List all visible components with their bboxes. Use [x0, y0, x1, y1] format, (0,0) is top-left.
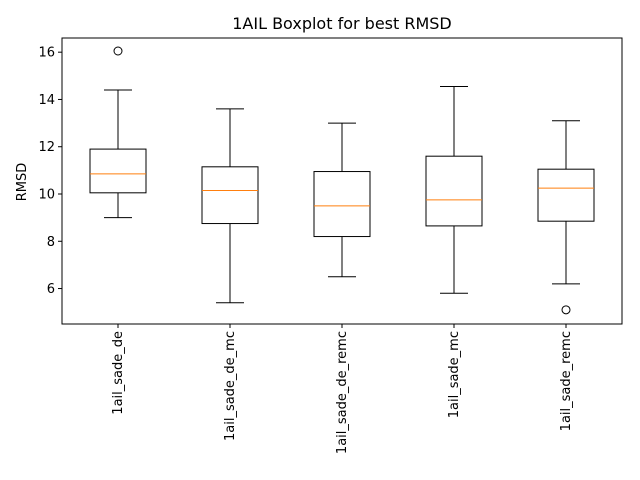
y-tick-label: 16 [38, 46, 55, 61]
y-tick-label: 12 [38, 140, 55, 155]
chart-title: 1AIL Boxplot for best RMSD [232, 14, 452, 33]
iqr-box [425, 155, 483, 227]
iqr-box [89, 148, 147, 194]
y-tick-label: 6 [47, 282, 55, 297]
outlier-point [113, 46, 123, 56]
y-tick-label: 14 [38, 93, 55, 108]
x-tick-label: 1ail_sade_de [111, 331, 126, 415]
x-tick-label: 1ail_sade_de_remc [335, 331, 350, 454]
x-tick-label: 1ail_sade_remc [559, 331, 574, 431]
iqr-box [201, 166, 259, 225]
x-tick-label: 1ail_sade_mc [447, 331, 462, 418]
plot-frame [61, 37, 623, 325]
y-tick-label: 10 [38, 188, 55, 203]
y-tick-label: 8 [47, 235, 55, 250]
iqr-box [537, 168, 595, 222]
iqr-box [313, 171, 371, 238]
plot-area: 6 8 10 12 14 16 1ail_sade_de 1ail_sade_de_mc 1ai… [38, 46, 595, 454]
x-tick-label: 1ail_sade_de_mc [223, 331, 238, 441]
outlier-point [561, 305, 571, 315]
y-axis-label: RMSD [15, 163, 30, 202]
